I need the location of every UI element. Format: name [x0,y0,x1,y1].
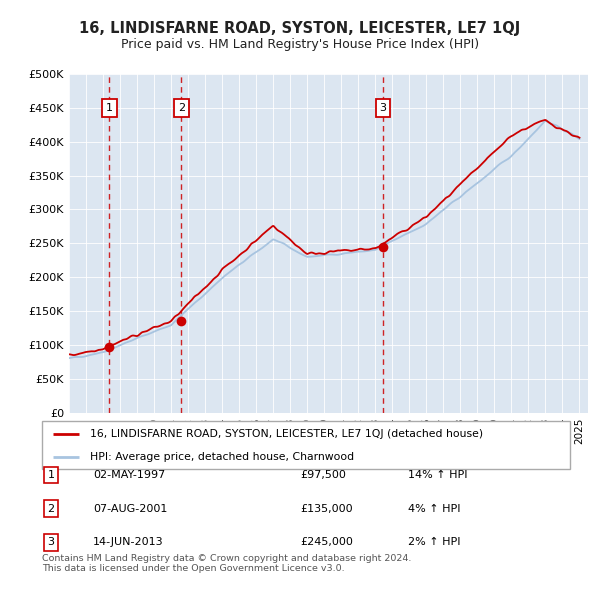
Text: 16, LINDISFARNE ROAD, SYSTON, LEICESTER, LE7 1QJ (detached house): 16, LINDISFARNE ROAD, SYSTON, LEICESTER,… [89,429,482,439]
Text: 2: 2 [47,504,55,513]
Text: 3: 3 [379,103,386,113]
Text: 14-JUN-2013: 14-JUN-2013 [93,537,164,547]
Text: 16, LINDISFARNE ROAD, SYSTON, LEICESTER, LE7 1QJ: 16, LINDISFARNE ROAD, SYSTON, LEICESTER,… [79,21,521,35]
Text: 3: 3 [47,537,55,547]
Text: 02-MAY-1997: 02-MAY-1997 [93,470,165,480]
Text: 2: 2 [178,103,185,113]
Text: £135,000: £135,000 [300,504,353,513]
Text: Price paid vs. HM Land Registry's House Price Index (HPI): Price paid vs. HM Land Registry's House … [121,38,479,51]
Text: 14% ↑ HPI: 14% ↑ HPI [408,470,467,480]
Text: 2% ↑ HPI: 2% ↑ HPI [408,537,461,547]
Text: 1: 1 [106,103,113,113]
Text: 4% ↑ HPI: 4% ↑ HPI [408,504,461,513]
Text: £245,000: £245,000 [300,537,353,547]
Text: HPI: Average price, detached house, Charnwood: HPI: Average price, detached house, Char… [89,452,353,462]
Text: Contains HM Land Registry data © Crown copyright and database right 2024.
This d: Contains HM Land Registry data © Crown c… [42,554,412,573]
FancyBboxPatch shape [42,421,570,469]
Text: 1: 1 [47,470,55,480]
Text: 07-AUG-2001: 07-AUG-2001 [93,504,167,513]
Text: £97,500: £97,500 [300,470,346,480]
